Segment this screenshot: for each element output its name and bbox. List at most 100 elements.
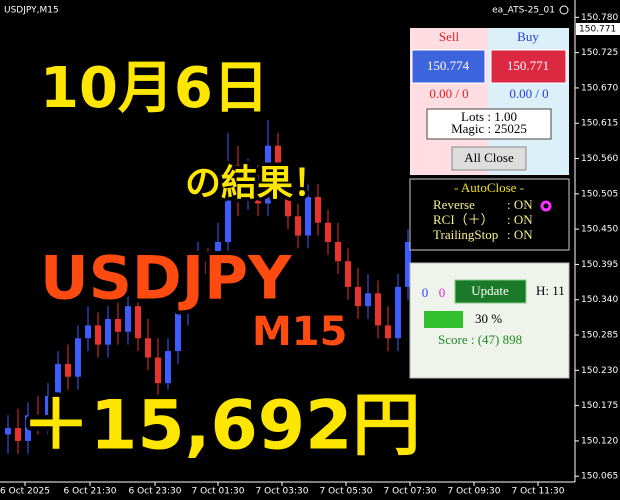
sell-pl: 0.00 / 0 bbox=[429, 86, 468, 101]
candle-body bbox=[225, 164, 231, 242]
candle-body bbox=[185, 293, 191, 313]
candle-body bbox=[395, 286, 401, 339]
x-tick-label: 7 Oct 11:30 bbox=[512, 487, 565, 497]
candle-body bbox=[125, 306, 131, 332]
option-state: : ON bbox=[507, 227, 533, 242]
all-close-button[interactable] bbox=[451, 146, 527, 171]
sell-button[interactable] bbox=[411, 49, 486, 84]
y-tick-label: 150.175 bbox=[581, 401, 618, 411]
y-tick-label: 150.395 bbox=[581, 260, 618, 270]
x-tick-label: 7 Oct 03:30 bbox=[256, 487, 309, 497]
candle-body bbox=[65, 363, 71, 377]
score: Score : (47) 898 bbox=[438, 332, 522, 347]
ea-name: ea_ATS-25_01 bbox=[492, 6, 555, 16]
candle-body bbox=[135, 306, 141, 339]
status-dot bbox=[540, 200, 552, 212]
x-tick-label: 7 Oct 07:30 bbox=[384, 487, 437, 497]
y-tick-label: 150.285 bbox=[581, 331, 618, 341]
y-tick-label: 150.780 bbox=[581, 13, 618, 23]
candle-body bbox=[355, 286, 361, 307]
candle-body bbox=[105, 318, 111, 345]
trade-panel: Sell Buy 150.774 150.771 0.00 / 0 0.00 /… bbox=[410, 28, 569, 175]
candle-body bbox=[5, 428, 11, 435]
candle-body bbox=[305, 197, 311, 236]
buy-label: Buy bbox=[517, 29, 539, 44]
candle-body bbox=[315, 197, 321, 223]
x-tick-label: 7 Oct 09:30 bbox=[448, 487, 501, 497]
chart bbox=[5, 120, 411, 454]
ea-icon bbox=[559, 5, 569, 15]
progress: 30 % bbox=[475, 311, 502, 326]
candle-body bbox=[95, 325, 101, 345]
candle-body bbox=[275, 145, 281, 185]
candle-body bbox=[335, 241, 341, 262]
count-a: 0 bbox=[422, 285, 429, 300]
candle-body bbox=[325, 222, 331, 242]
symbol: USDJPY,M15 bbox=[4, 6, 59, 16]
update: Update bbox=[471, 283, 509, 298]
autoclose-panel: - AutoClose - Reverse: ON RCI（＋）: ON Trail… bbox=[409, 178, 570, 251]
candle-body bbox=[25, 415, 31, 441]
candle-body bbox=[285, 184, 291, 217]
overlay-profit: ＋15,692円 bbox=[22, 387, 420, 466]
candle-body bbox=[115, 318, 121, 332]
y-tick-label: 150.615 bbox=[581, 119, 618, 129]
x-tick-label: 6 Oct 21:30 bbox=[64, 487, 117, 497]
option-state: : ON bbox=[507, 212, 533, 227]
update-button[interactable] bbox=[454, 279, 527, 304]
candle-body bbox=[245, 177, 251, 198]
candle-body bbox=[145, 338, 151, 358]
lots: Lots : 1.00 bbox=[461, 109, 517, 124]
candle-body bbox=[385, 325, 391, 339]
progress-bar bbox=[424, 311, 463, 328]
option-state: : ON bbox=[507, 197, 533, 212]
candle-body bbox=[255, 177, 261, 204]
x-tick-label: 6 Oct 2025 bbox=[0, 487, 50, 497]
y-tick-label: 150.505 bbox=[581, 189, 618, 199]
candle-body bbox=[165, 351, 171, 384]
price-label: 150.771 bbox=[579, 25, 616, 35]
candle-body bbox=[405, 241, 411, 287]
all-close: All Close bbox=[464, 150, 514, 165]
y-tick-label: 150.065 bbox=[581, 472, 618, 482]
x-tick-label: 7 Oct 05:30 bbox=[320, 487, 373, 497]
candle-body bbox=[375, 293, 381, 326]
autoclose-box bbox=[409, 178, 570, 251]
magic: Magic : 25025 bbox=[451, 121, 527, 136]
lots-box bbox=[426, 108, 552, 140]
y-tick-label: 150.725 bbox=[581, 48, 618, 58]
candle-body bbox=[55, 363, 61, 396]
candle-body bbox=[85, 325, 91, 339]
buy-pl: 0.00 / 0 bbox=[509, 86, 548, 101]
overlay-date: 10月6日 bbox=[40, 56, 269, 121]
option-name: Reverse bbox=[433, 197, 475, 212]
x-tick-label: 6 Oct 23:30 bbox=[129, 487, 182, 497]
y-tick-label: 150.670 bbox=[581, 83, 618, 93]
hours: H: 11 bbox=[536, 283, 565, 298]
price-box bbox=[576, 23, 620, 35]
option-name: TrailingStop bbox=[433, 227, 498, 242]
buy-price: 150.771 bbox=[507, 58, 549, 73]
sell-label: Sell bbox=[439, 29, 460, 44]
candle-body bbox=[345, 261, 351, 287]
autoclose-title: - AutoClose - bbox=[454, 180, 524, 195]
candle-body bbox=[75, 338, 81, 377]
candle-body bbox=[45, 395, 51, 422]
count-b: 0 bbox=[439, 285, 446, 300]
y-tick-label: 150.560 bbox=[581, 154, 618, 164]
candle-body bbox=[205, 261, 211, 275]
y-tick-label: 150.120 bbox=[581, 436, 618, 446]
y-tick-label: 150.230 bbox=[581, 366, 618, 376]
candle-body bbox=[155, 357, 161, 384]
buy-button[interactable] bbox=[490, 49, 567, 84]
x-tick-label: 7 Oct 01:30 bbox=[192, 487, 245, 497]
status-panel: 0 0 Update H: 11 30 % Score : (47) 898 bbox=[409, 262, 570, 379]
overlay-result: の結果！ bbox=[185, 163, 329, 204]
candle-body bbox=[235, 164, 241, 198]
y-tick-label: 150.450 bbox=[581, 225, 618, 235]
candle-body bbox=[35, 415, 41, 422]
overlay-timeframe: M15 bbox=[252, 309, 347, 355]
y-tick-label: 150.340 bbox=[581, 295, 618, 305]
candle-body bbox=[265, 145, 271, 204]
